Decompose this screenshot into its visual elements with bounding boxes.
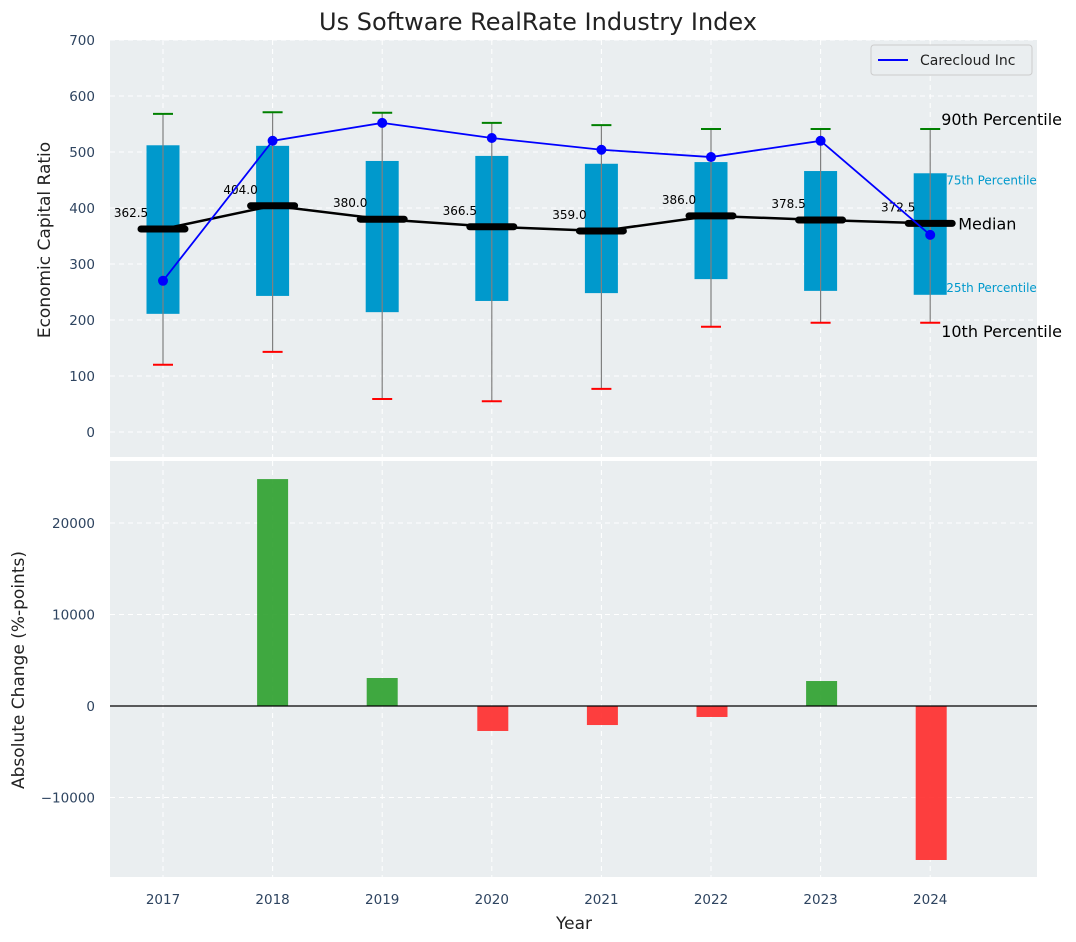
label-10th-percentile: 10th Percentile — [941, 322, 1062, 341]
x-ticks: 2017 2018 2019 2020 2021 2022 2023 2024 — [146, 892, 948, 908]
carecloud-line — [162, 121, 931, 282]
y-tick-label: 10000 — [52, 608, 95, 624]
bottom-y-ticks: −10000 0 10000 20000 — [41, 516, 95, 807]
median-value-label: 386.0 — [662, 193, 696, 207]
carecloud-point — [596, 144, 607, 155]
top-boxes — [146, 111, 947, 403]
carecloud-point — [706, 152, 716, 163]
label-25th-percentile: 25th Percentile — [946, 281, 1037, 295]
y-tick-label: 500 — [69, 145, 95, 161]
y-tick-label: 300 — [69, 257, 95, 273]
x-axis-title: Year — [555, 914, 592, 934]
change-bar — [915, 706, 947, 860]
x-tick-label: 2024 — [913, 892, 947, 908]
legend-label-carecloud: Carecloud Inc — [920, 53, 1015, 69]
chart-title: Us Software RealRate Industry Index — [319, 8, 757, 36]
bottom-y-axis-title: Absolute Change (%-points) — [9, 551, 29, 789]
median-value-label: 359.0 — [552, 208, 586, 222]
legend: Carecloud Inc — [870, 44, 1033, 76]
change-bar — [696, 706, 728, 717]
carecloud-point — [377, 117, 388, 128]
change-bar — [806, 681, 838, 706]
percentile-annotations: 90th Percentile 75th Percentile Median 25th… — [941, 110, 1062, 341]
carecloud-point — [158, 275, 168, 286]
median-value-label: 362.5 — [114, 206, 148, 220]
top-panel: 0 100 200 300 400 500 600 700 362.5 404.0 380.0 36… — [35, 33, 1062, 457]
y-tick-label: 100 — [69, 369, 95, 385]
y-tick-label: 200 — [69, 313, 95, 329]
x-tick-label: 2022 — [694, 892, 728, 908]
bottom-bars — [110, 479, 1037, 860]
y-tick-label: 400 — [69, 201, 95, 217]
x-tick-label: 2017 — [146, 892, 180, 908]
top-y-axis-title: Economic Capital Ratio — [35, 142, 55, 338]
y-tick-label: 0 — [86, 425, 95, 441]
label-median: Median — [958, 214, 1016, 233]
change-bar — [366, 678, 398, 706]
x-tick-label: 2018 — [255, 892, 289, 908]
x-tick-label: 2020 — [475, 892, 509, 908]
y-tick-label: −10000 — [41, 791, 95, 807]
x-tick-label: 2023 — [803, 892, 837, 908]
legend-box — [870, 44, 1033, 76]
label-75th-percentile: 75th Percentile — [946, 173, 1037, 187]
median-value-label: 404.0 — [223, 183, 257, 197]
y-tick-label: 0 — [86, 699, 95, 715]
change-bar — [257, 479, 289, 706]
carecloud-point — [486, 133, 497, 143]
change-bar — [477, 706, 509, 731]
y-tick-label: 600 — [69, 89, 95, 105]
x-tick-label: 2021 — [584, 892, 618, 908]
y-tick-label: 20000 — [52, 516, 95, 532]
change-bar — [586, 706, 618, 726]
median-value-label: 380.0 — [333, 196, 367, 210]
x-tick-label: 2019 — [365, 892, 399, 908]
carecloud-point — [267, 135, 278, 146]
median-value-label: 378.5 — [771, 197, 805, 211]
top-plot-background — [110, 40, 1037, 457]
carecloud-point — [815, 135, 826, 146]
top-y-ticks: 0 100 200 300 400 500 600 700 — [69, 33, 95, 441]
label-90th-percentile: 90th Percentile — [941, 110, 1062, 129]
median-value-label: 366.5 — [443, 204, 477, 218]
y-tick-label: 700 — [69, 33, 95, 49]
series-group — [158, 117, 936, 286]
carecloud-point — [925, 229, 936, 240]
